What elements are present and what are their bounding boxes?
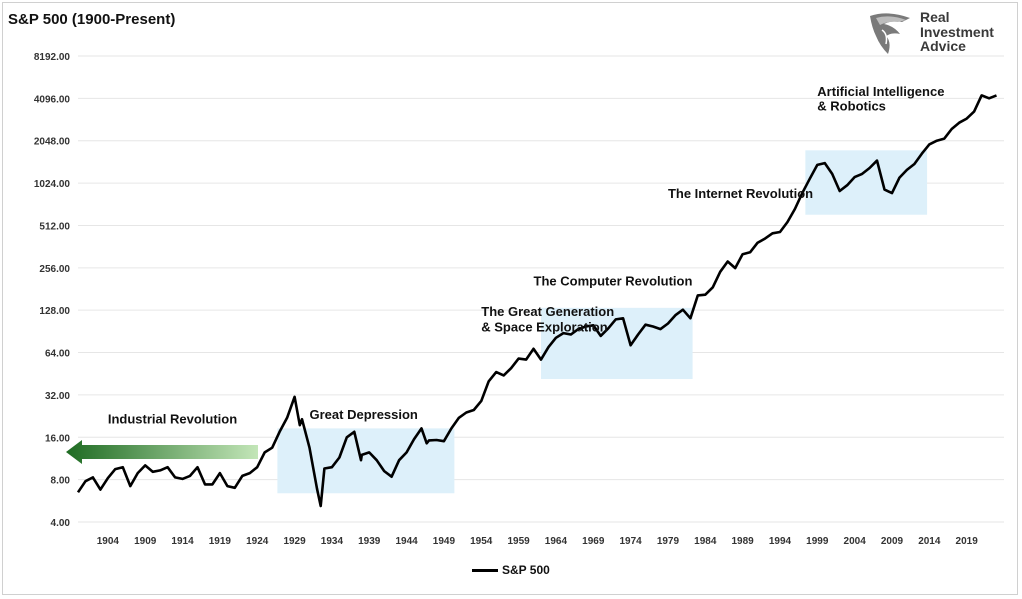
- x-tick-label: 1934: [321, 536, 344, 547]
- x-tick-label: 2019: [956, 536, 979, 547]
- y-tick-label: 4096.00: [34, 94, 71, 105]
- grid-lines: [78, 55, 1004, 523]
- annotation: & Robotics: [817, 99, 886, 114]
- industrial-revolution-arrow: [66, 440, 258, 464]
- legend: S&P 500: [472, 563, 550, 577]
- y-tick-label: 1024.00: [34, 179, 71, 190]
- x-tick-label: 2004: [844, 536, 867, 547]
- x-tick-label: 1979: [657, 536, 680, 547]
- x-tick-label: 1919: [209, 536, 232, 547]
- y-tick-label: 8192.00: [34, 52, 71, 63]
- x-tick-label: 1989: [732, 536, 755, 547]
- annotations: Industrial Revolution Great Depression The…: [108, 84, 945, 427]
- legend-label-sp500: S&P 500: [502, 563, 550, 577]
- series-layer: [76, 94, 997, 508]
- series-line-sp500: [76, 94, 997, 508]
- brand-name: Real Investment Advice: [920, 10, 994, 54]
- x-tick-label: 1914: [171, 536, 194, 547]
- brand-line-3: Advice: [920, 38, 966, 54]
- y-tick-label: 128.00: [39, 306, 70, 317]
- annotation: Great Depression: [310, 407, 418, 422]
- y-tick-label: 64.00: [45, 349, 70, 360]
- brand-line-1: Real: [920, 9, 950, 25]
- legend-swatch-sp500: [472, 568, 498, 572]
- x-tick-label: 2009: [881, 536, 904, 547]
- x-tick-label: 1964: [545, 536, 568, 547]
- annotation: Industrial Revolution: [108, 412, 237, 427]
- x-tick-label: 1904: [97, 536, 120, 547]
- y-tick-label: 8.00: [51, 476, 71, 487]
- chart-title: S&P 500 (1900-Present): [8, 11, 176, 28]
- y-tick-label: 4.00: [51, 518, 71, 529]
- x-tick-label: 1969: [582, 536, 605, 547]
- y-tick-label: 16.00: [45, 433, 70, 444]
- shaded-region: [277, 428, 455, 494]
- annotation: The Great Generation: [481, 304, 614, 319]
- y-tick-label: 32.00: [45, 391, 70, 402]
- shaded-regions: [277, 150, 928, 494]
- x-tick-label: 1929: [283, 536, 306, 547]
- x-tick-label: 2014: [918, 536, 941, 547]
- x-tick-label: 1994: [769, 536, 792, 547]
- brand-line-2: Investment: [920, 23, 994, 40]
- annotation: & Space Exploration: [481, 320, 607, 335]
- x-tick-label: 1954: [470, 536, 493, 547]
- x-tick-label: 1974: [619, 536, 642, 547]
- x-axis-ticks: 1904 1909 1914 1919 1924 1929 1934 1939 1944 1949…: [97, 536, 978, 547]
- x-tick-label: 1924: [246, 536, 269, 547]
- y-axis-ticks: 4.00 8.00 16.00 32.00 64.00 128.00 256.00 512.0…: [34, 52, 71, 529]
- x-tick-label: 1944: [395, 536, 418, 547]
- y-tick-label: 2048.00: [34, 137, 71, 148]
- x-tick-label: 1909: [134, 536, 157, 547]
- x-tick-label: 1999: [806, 536, 829, 547]
- x-tick-label: 1939: [358, 536, 381, 547]
- annotation: Artificial Intelligence: [817, 84, 944, 99]
- eagle-logo-icon: [870, 13, 910, 54]
- x-tick-label: 1959: [507, 536, 530, 547]
- shaded-region: [805, 150, 928, 215]
- y-tick-label: 512.00: [39, 221, 70, 232]
- annotation: The Computer Revolution: [534, 273, 693, 288]
- y-tick-label: 256.00: [39, 264, 70, 275]
- x-tick-label: 1949: [433, 536, 456, 547]
- left-arrow-icon: [66, 440, 258, 464]
- annotation: The Internet Revolution: [668, 186, 813, 201]
- x-tick-label: 1984: [694, 536, 717, 547]
